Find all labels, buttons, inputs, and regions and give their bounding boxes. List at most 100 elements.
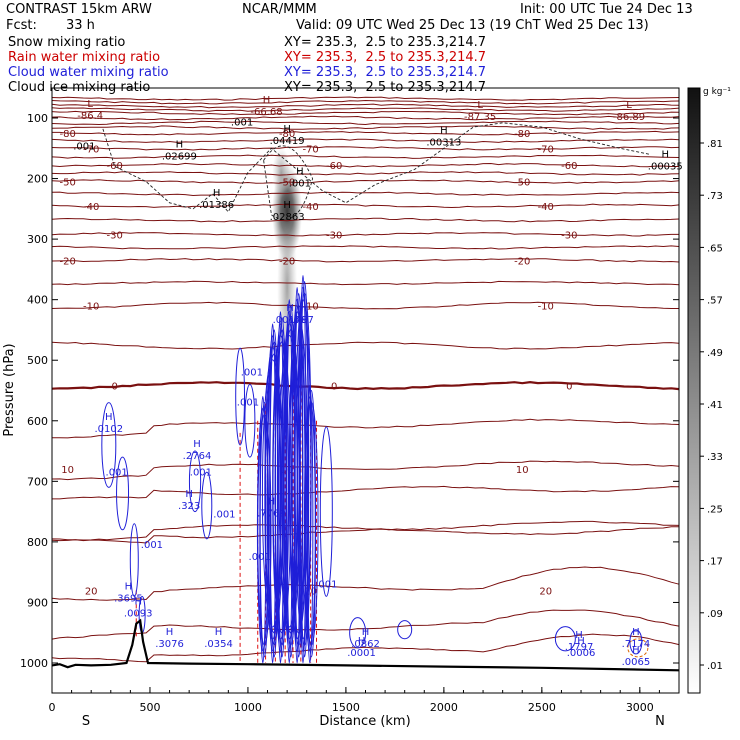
temperature-contour-label: -20 — [279, 256, 295, 267]
extremum-marker: H.7769 — [257, 497, 286, 520]
extremum-type: H — [213, 188, 221, 199]
extremum-marker: H.00178 — [273, 303, 308, 326]
colorbar-tick-label: .49 — [707, 348, 723, 359]
extremum-type: H — [299, 303, 307, 314]
extremum-marker: H.3076 — [155, 627, 184, 650]
extremum-type: H — [105, 412, 113, 423]
extremum-value: .01386 — [199, 200, 234, 211]
colorbar-unit: g kg⁻¹ — [703, 87, 731, 97]
temperature-contour — [51, 460, 680, 481]
contour-value-label: .001 — [237, 398, 259, 409]
temperature-contour-label: 20 — [85, 586, 98, 597]
extremum-value: .1797 — [565, 642, 594, 653]
extremum-value: -86.89 — [613, 112, 645, 123]
temperature-contour-label: 0 — [331, 382, 337, 393]
extrema-labels: L-86.4H-66.68L-87.35L-86.89H.04419H.0269… — [73, 95, 683, 668]
extremum-type: L — [87, 99, 93, 110]
extremum-value: .0065 — [622, 657, 651, 668]
extremum-marker: L-86.89 — [613, 100, 645, 123]
center-title: NCAR/MMM — [242, 2, 317, 17]
extremum-type: H — [632, 627, 640, 638]
temperature-contour-label: -80 — [60, 129, 76, 140]
extremum-marker: H.001 — [289, 167, 311, 190]
temperature-contour — [52, 130, 680, 136]
extremum-value: .0102 — [95, 424, 124, 435]
extremum-value: .0862 — [351, 639, 380, 650]
y-tick-label: 800 — [27, 536, 48, 549]
colorbar: g kg⁻¹ .01 .09 .17 .25 .33 .41 .49 .57 .65 .73 .81 — [687, 87, 731, 694]
colorbar-tick-label: .09 — [707, 609, 723, 620]
extremum-value: .001 — [289, 179, 311, 190]
extremum-type: H — [185, 489, 193, 500]
extremum-type: H — [263, 95, 271, 106]
temperature-contour — [51, 154, 680, 159]
extremum-marker: L-86.4 — [77, 99, 103, 122]
y-tick-label: 300 — [27, 233, 48, 246]
extremum-type: H — [575, 630, 583, 641]
extremum-marker: H.04419 — [270, 124, 305, 147]
contour-value-label: .001 — [231, 117, 253, 128]
axes: 0 500 1000 1500 2000 2500 30001002003004005006… — [20, 112, 679, 714]
temperature-contour — [51, 138, 680, 143]
contour-value-label: .001 — [315, 579, 337, 590]
extremum-value: .3076 — [155, 639, 184, 650]
temperature-contour — [51, 179, 680, 184]
valid-time: Valid: 09 UTC Wed 25 Dec 13 (19 ChT Wed … — [296, 18, 649, 33]
temperature-contour — [51, 96, 680, 101]
extremum-type: H — [358, 636, 366, 647]
contour-value-label: .001 — [241, 367, 263, 378]
extremum-type: H — [440, 125, 448, 136]
colorbar-tick-label: .01 — [707, 661, 723, 672]
extremum-marker: H.02699 — [162, 139, 197, 162]
temperature-contour — [51, 110, 680, 116]
extremum-value: .7174 — [622, 639, 651, 650]
cloud-ice-contour — [102, 122, 650, 213]
extremum-type: H — [193, 439, 201, 450]
temperature-contour-label: -20 — [514, 256, 530, 267]
extremum-value: -87.35 — [464, 112, 496, 123]
cloud-water-contour — [101, 402, 117, 488]
cloud-water-contour — [129, 523, 139, 597]
temperature-contour — [51, 341, 680, 350]
cloud-water-contour — [294, 298, 312, 640]
contour-value-label: .001 — [73, 141, 95, 152]
temperature-contour-label: -60 — [107, 161, 123, 172]
extremum-marker: H.1797 — [565, 630, 594, 653]
temperature-contour — [51, 115, 680, 121]
y-tick-label: 600 — [27, 415, 48, 428]
x-axis-label: Distance (km) — [319, 714, 410, 729]
cloud-water-contour — [319, 426, 333, 597]
extremum-marker: H.0354 — [204, 627, 233, 650]
extremum-type: H — [662, 150, 670, 161]
temperature-contour-label: -20 — [60, 256, 76, 267]
temperature-contour — [51, 99, 680, 105]
cloud-water-contour — [554, 626, 576, 652]
extremum-marker: H-66.68 — [250, 95, 282, 118]
y-tick-label: 700 — [27, 475, 48, 488]
y-tick-label: 200 — [27, 173, 48, 186]
extremum-value: .0093 — [124, 609, 153, 620]
extremum-marker: H.0001 — [347, 636, 376, 659]
temperature-contour — [51, 258, 680, 263]
extremum-marker: H.0102 — [95, 412, 124, 435]
temperature-contour-label: -50 — [514, 178, 530, 189]
terrain-surface — [51, 618, 680, 672]
y-tick-label: 1000 — [20, 657, 48, 670]
temperature-contour — [51, 280, 680, 286]
colorbar-tick-label: .57 — [707, 296, 723, 307]
y-tick-label: 900 — [27, 596, 48, 609]
cloud-water-contour — [349, 617, 367, 649]
extremum-type: H — [577, 636, 585, 647]
extremum-type: H — [296, 167, 304, 178]
init-time: Init: 00 UTC Tue 24 Dec 13 — [520, 2, 693, 17]
temperature-contour-label: 10 — [61, 465, 74, 476]
extremum-marker: H.497 — [292, 303, 314, 326]
cloud-ice-contours — [102, 122, 650, 220]
cloud-water-contour — [397, 620, 413, 640]
extremum-value: .323 — [178, 501, 200, 512]
extremum-value: .02699 — [162, 151, 197, 162]
extremum-value: .00035 — [648, 162, 683, 173]
y-tick-label: 400 — [27, 294, 48, 307]
cloud-water-contour — [244, 383, 256, 458]
extremum-type: H — [286, 303, 294, 314]
